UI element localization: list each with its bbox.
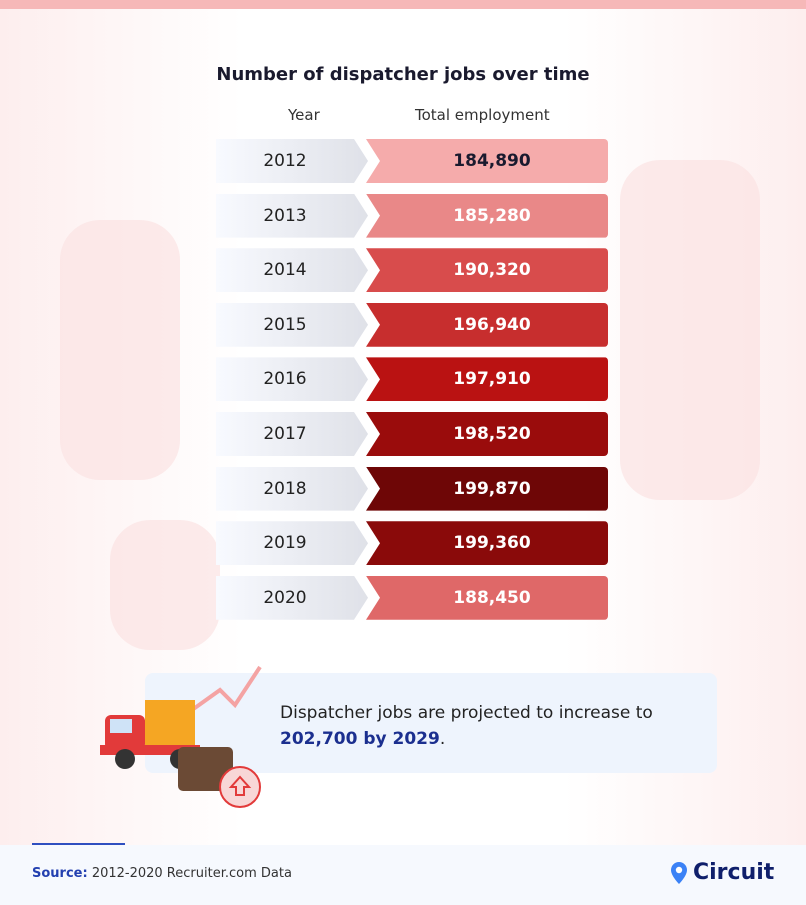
projection-text-end: . — [439, 729, 446, 749]
year-cell: 2014 — [216, 248, 368, 293]
top-bar — [0, 0, 806, 9]
projection-text-main: Dispatcher jobs are projected to increas… — [280, 703, 653, 723]
road-decoration — [60, 220, 180, 480]
circuit-logo: Circuit — [670, 860, 774, 885]
chart-title: Number of dispatcher jobs over time — [216, 64, 590, 85]
road-decoration — [110, 520, 220, 650]
employment-cell: 188,450 — [366, 575, 608, 620]
employment-cell: 198,520 — [366, 412, 608, 456]
road-decoration — [620, 160, 760, 500]
source-label: Source: — [32, 866, 88, 881]
table-row: 2020 188,450 — [216, 575, 608, 620]
year-cell: 2019 — [216, 521, 368, 566]
year-cell: 2015 — [216, 302, 368, 347]
year-cell: 2017 — [216, 412, 368, 456]
projection-highlight: 202,700 by 2029 — [280, 729, 440, 749]
employment-cell: 196,940 — [366, 302, 608, 347]
table-row: 2017 198,520 — [216, 412, 608, 456]
table-row: 2015 196,940 — [216, 302, 608, 347]
brand-name: Circuit — [693, 860, 775, 885]
year-cell: 2018 — [216, 466, 368, 511]
table-row: 2014 190,320 — [216, 248, 608, 293]
table-row: 2013 185,280 — [216, 193, 608, 238]
table-row: 2012 184,890 — [216, 139, 608, 183]
employment-cell: 199,360 — [366, 521, 608, 566]
footer — [0, 845, 806, 905]
column-header-year: Year — [288, 106, 320, 124]
year-cell: 2013 — [216, 193, 368, 238]
employment-cell: 197,910 — [366, 357, 608, 402]
projection-text: Dispatcher jobs are projected to increas… — [280, 700, 653, 752]
employment-cell: 184,890 — [366, 139, 608, 183]
employment-cell: 199,870 — [366, 466, 608, 511]
table-row: 2019 199,360 — [216, 521, 608, 566]
source-text: Source: 2012-2020 Recruiter.com Data — [32, 866, 292, 881]
year-cell: 2012 — [216, 139, 368, 183]
location-pin-icon — [671, 861, 687, 884]
source-value: 2012-2020 Recruiter.com Data — [87, 866, 292, 881]
table-row: 2016 197,910 — [216, 357, 608, 402]
table-row: 2018 199,870 — [216, 466, 608, 511]
projection-note — [145, 673, 717, 773]
employment-cell: 190,320 — [366, 248, 608, 293]
employment-cell: 185,280 — [366, 193, 608, 238]
truck-briefcase-illustration — [100, 665, 262, 808]
year-cell: 2016 — [216, 357, 368, 402]
column-header-employment: Total employment — [415, 106, 550, 124]
footer-divider — [32, 843, 125, 845]
year-cell: 2020 — [216, 575, 368, 620]
